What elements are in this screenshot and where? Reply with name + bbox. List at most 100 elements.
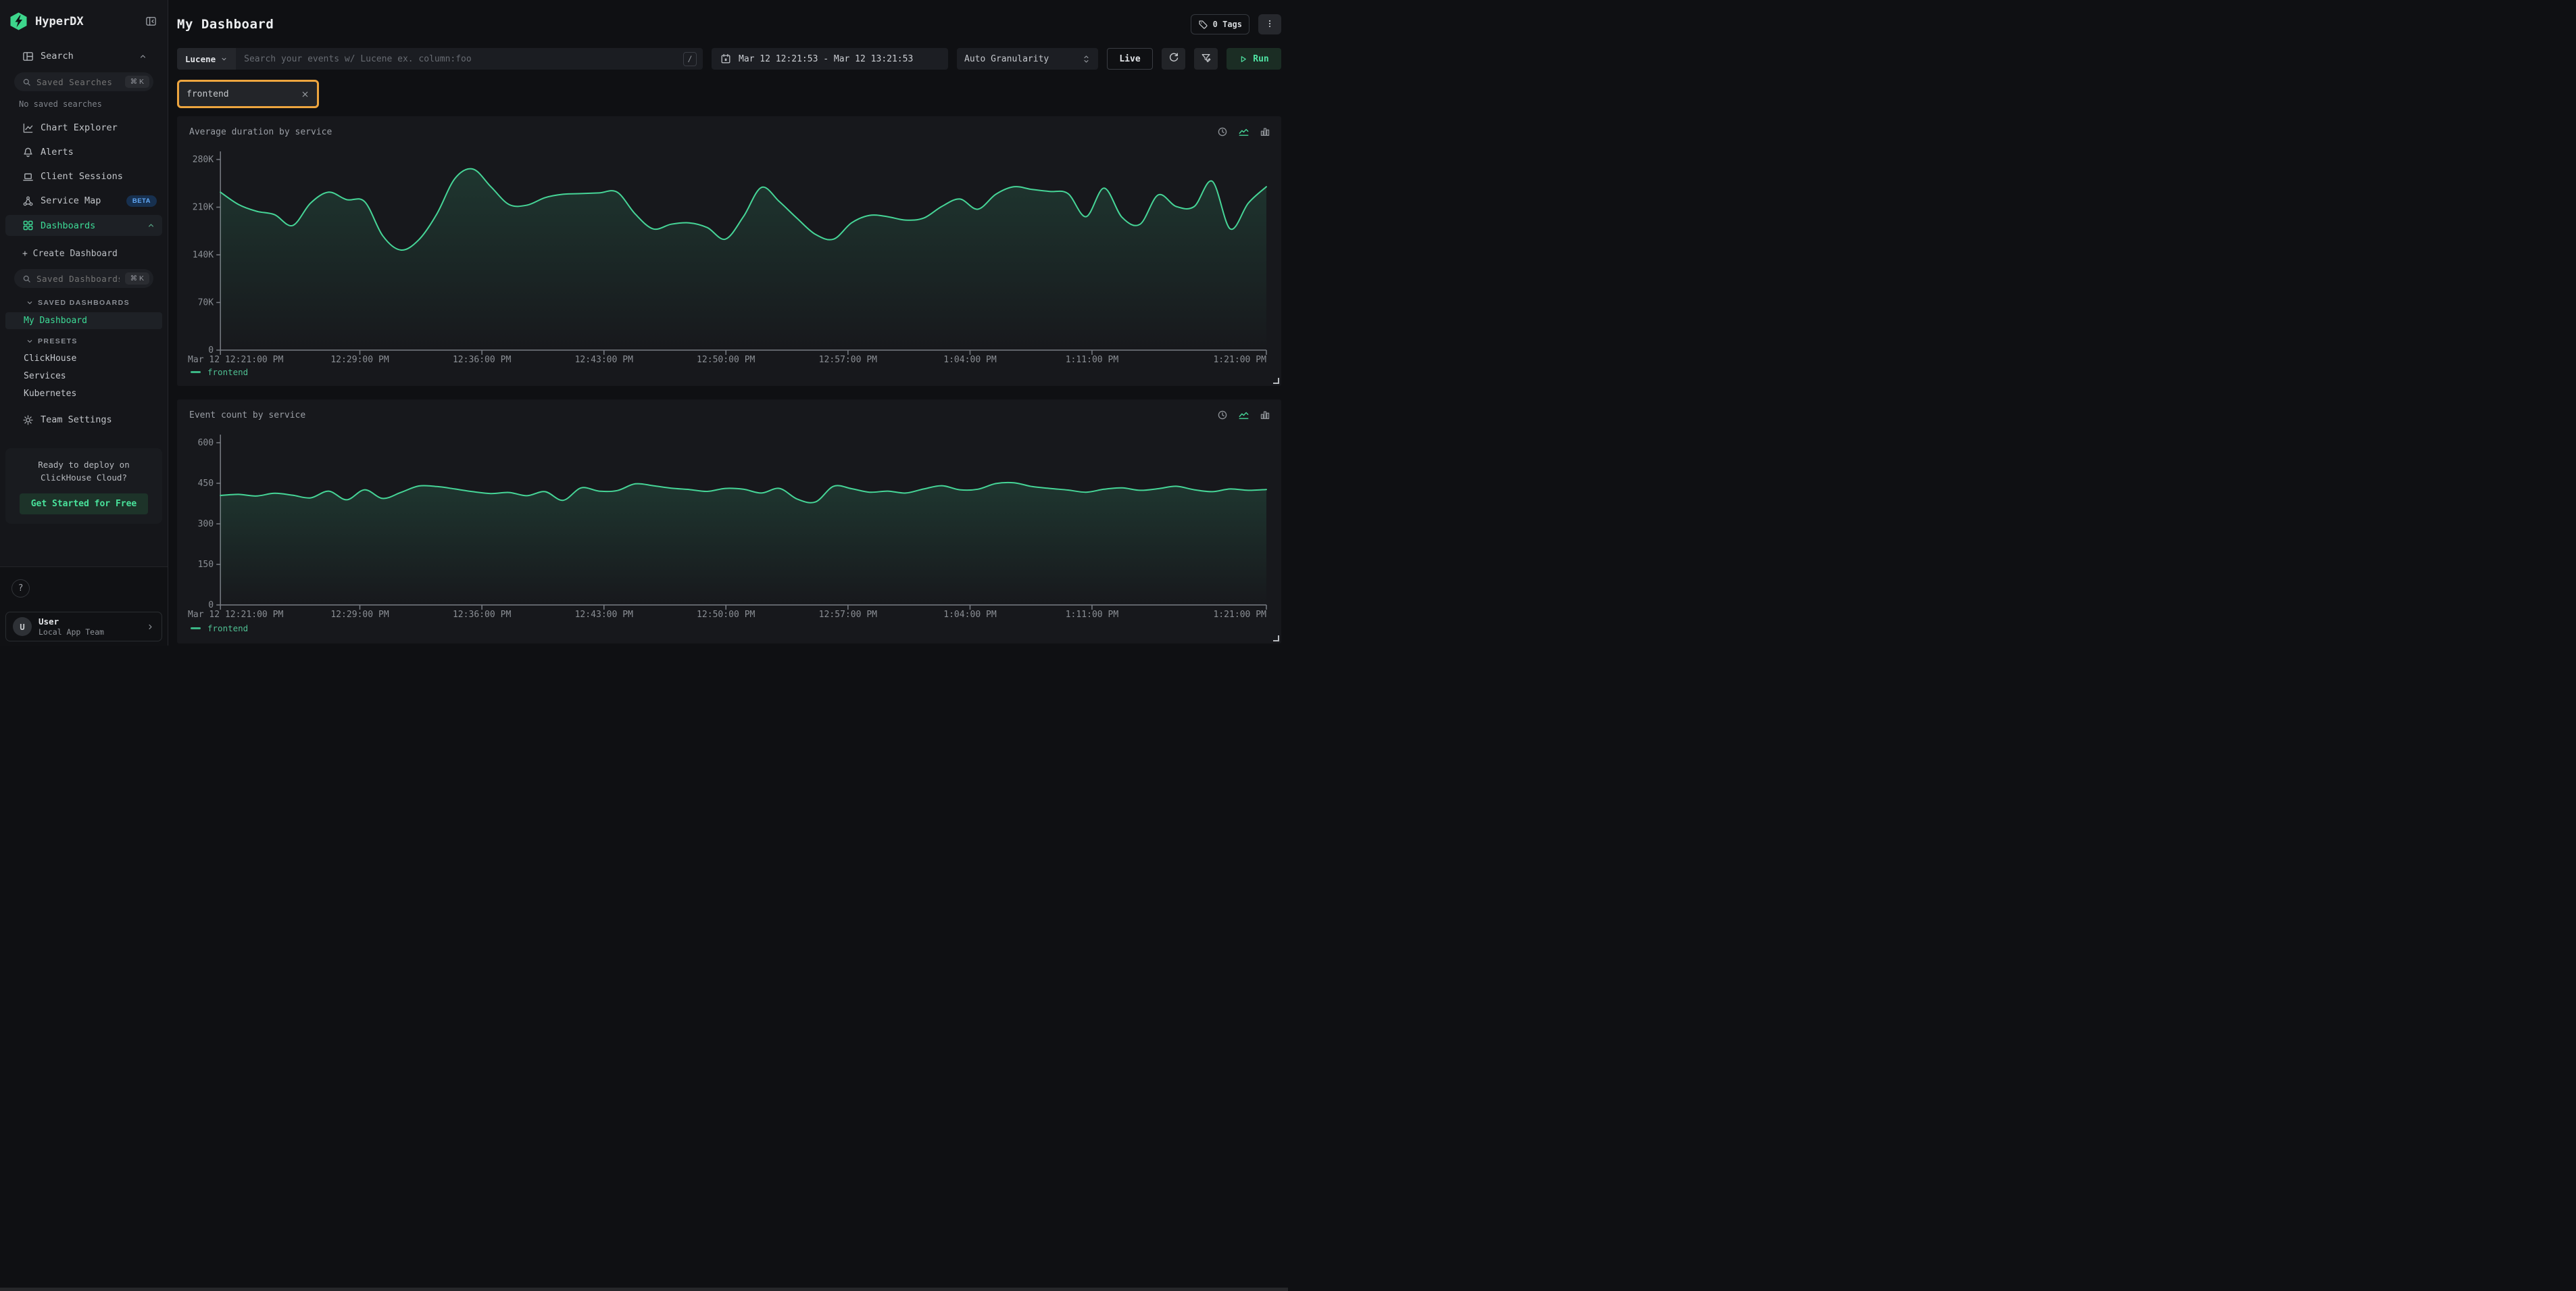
date-range-picker[interactable]: Mar 12 12:21:53 - Mar 12 13:21:53 — [712, 48, 948, 70]
no-saved-searches-text: No saved searches — [0, 95, 168, 113]
svg-text:12:57:00 PM: 12:57:00 PM — [819, 355, 878, 365]
saved-searches-input[interactable]: ⌘ K — [14, 72, 153, 91]
sidebar-item-dashboards[interactable]: Dashboards — [5, 215, 162, 236]
dots-vertical-icon — [1265, 19, 1274, 30]
svg-text:12:57:00 PM: 12:57:00 PM — [819, 610, 878, 620]
laptop-icon — [22, 171, 34, 182]
avatar: U — [13, 617, 32, 636]
sidebar-item-service-map[interactable]: Service Map BETA — [0, 189, 168, 213]
refresh-button[interactable] — [1162, 48, 1185, 70]
chart-legend[interactable]: frontend — [191, 367, 1272, 377]
svg-text:1:11:00 PM: 1:11:00 PM — [1066, 610, 1119, 620]
event-search-input-wrap: / — [236, 48, 703, 70]
search-icon — [22, 274, 31, 283]
bar-chart-toggle-icon[interactable] — [1260, 126, 1270, 137]
chart-canvas: 0150300450600Mar 12 12:21:00 PM12:29:00 … — [187, 425, 1272, 621]
event-search-input[interactable] — [244, 54, 683, 64]
slash-shortcut: / — [683, 52, 697, 66]
svg-text:450: 450 — [198, 479, 214, 489]
preset-item-clickhouse[interactable]: ClickHouse — [0, 349, 168, 367]
legend-series-label: frontend — [207, 367, 248, 377]
run-button[interactable]: Run — [1227, 48, 1281, 70]
legend-line-swatch — [191, 371, 201, 373]
preset-item-kubernetes[interactable]: Kubernetes — [0, 385, 168, 402]
clock-icon[interactable] — [1217, 410, 1228, 420]
clock-icon[interactable] — [1217, 126, 1228, 137]
svg-text:Mar 12 12:21:00 PM: Mar 12 12:21:00 PM — [188, 610, 283, 620]
user-team: Local App Team — [39, 627, 139, 637]
sidebar-item-label: Alerts — [41, 147, 147, 157]
bar-chart-toggle-icon[interactable] — [1260, 410, 1270, 420]
sidebar: HyperDX Search ⌘ K No saved searches Cha… — [0, 0, 168, 646]
line-chart-toggle-icon[interactable] — [1238, 410, 1249, 420]
live-button[interactable]: Live — [1107, 48, 1153, 70]
svg-text:12:36:00 PM: 12:36:00 PM — [453, 355, 512, 365]
hyperdx-logo-icon — [9, 12, 28, 30]
svg-text:280K: 280K — [193, 155, 214, 165]
help-button[interactable]: ? — [11, 579, 30, 598]
svg-text:0: 0 — [208, 345, 214, 356]
promo-text: Ready to deploy on ClickHouse Cloud? — [12, 458, 155, 485]
presets-section-header[interactable]: PRESETS — [0, 333, 168, 349]
close-icon[interactable] — [301, 90, 309, 99]
preset-item-services[interactable]: Services — [0, 367, 168, 385]
sidebar-collapse-button[interactable] — [144, 14, 158, 28]
date-range-value: Mar 12 12:21:53 - Mar 12 13:21:53 — [739, 54, 913, 64]
query-toolbar: Lucene / Mar 12 12:21:53 - Mar 12 13:21:… — [177, 48, 1281, 70]
sidebar-item-label: Search — [41, 51, 132, 62]
line-chart-toggle-icon[interactable] — [1238, 126, 1249, 137]
saved-dashboards-input[interactable]: ⌘ K — [14, 269, 153, 288]
svg-text:12:29:00 PM: 12:29:00 PM — [330, 610, 389, 620]
chevron-right-icon — [146, 623, 155, 631]
filter-button[interactable] — [1194, 48, 1218, 70]
sidebar-header: HyperDX — [0, 0, 168, 34]
svg-text:12:50:00 PM: 12:50:00 PM — [697, 610, 756, 620]
window-bottom-edge — [0, 1288, 1288, 1291]
sidebar-nav: Search ⌘ K No saved searches Chart Explo… — [0, 34, 168, 566]
beta-badge: BETA — [126, 195, 157, 207]
clickhouse-cloud-promo-card: Ready to deploy on ClickHouse Cloud? Get… — [5, 448, 162, 524]
chart-explorer-icon — [22, 122, 34, 134]
sidebar-item-team-settings[interactable]: Team Settings — [0, 408, 168, 432]
dashboard-name: My Dashboard — [24, 316, 87, 326]
legend-series-label: frontend — [207, 623, 248, 633]
svg-text:150: 150 — [198, 560, 214, 570]
tag-icon — [1198, 20, 1208, 30]
get-started-button[interactable]: Get Started for Free — [20, 493, 148, 514]
create-dashboard-label: + Create Dashboard — [22, 249, 118, 259]
service-filter-chip[interactable]: frontend — [177, 80, 319, 108]
chart-panel-header: Event count by service — [187, 408, 1272, 422]
panel-resize-handle[interactable] — [1273, 378, 1279, 384]
svg-text:0: 0 — [208, 600, 214, 610]
saved-dashboards-section-header[interactable]: SAVED DASHBOARDS — [0, 295, 168, 311]
chart-panel-average-duration: Average duration by service 070K140K210K… — [177, 116, 1281, 386]
sidebar-item-chart-explorer[interactable]: Chart Explorer — [0, 116, 168, 140]
panel-resize-handle[interactable] — [1273, 635, 1279, 641]
granularity-select[interactable]: Auto Granularity — [957, 48, 1098, 70]
chart-title: Average duration by service — [189, 127, 332, 137]
dashboard-menu-button[interactable] — [1258, 14, 1281, 34]
sidebar-item-client-sessions[interactable]: Client Sessions — [0, 164, 168, 189]
svg-text:210K: 210K — [193, 203, 214, 213]
sidebar-item-label: Client Sessions — [41, 171, 147, 182]
tags-button[interactable]: 0 Tags — [1191, 14, 1249, 34]
svg-text:70K: 70K — [198, 298, 214, 308]
search-icon — [22, 78, 31, 87]
create-dashboard-button[interactable]: + Create Dashboard — [0, 242, 168, 265]
sidebar-footer: ? U User Local App Team — [0, 566, 168, 646]
chart-legend[interactable]: frontend — [191, 623, 1272, 633]
saved-dashboards-field[interactable] — [36, 274, 120, 284]
user-menu[interactable]: U User Local App Team — [5, 612, 162, 641]
query-language-dropdown[interactable]: Lucene — [177, 48, 236, 70]
svg-text:1:04:00 PM: 1:04:00 PM — [943, 355, 997, 365]
sidebar-item-label: Service Map — [41, 195, 120, 206]
svg-text:12:36:00 PM: 12:36:00 PM — [453, 610, 512, 620]
sidebar-item-alerts[interactable]: Alerts — [0, 140, 168, 164]
saved-searches-field[interactable] — [36, 77, 120, 87]
chevron-updown-icon — [1082, 54, 1091, 64]
sidebar-item-search[interactable]: Search — [0, 44, 168, 68]
service-map-icon — [22, 195, 34, 207]
sidebar-item-my-dashboard[interactable]: My Dashboard — [5, 312, 162, 329]
gear-icon — [22, 414, 34, 426]
refresh-icon — [1168, 53, 1179, 66]
